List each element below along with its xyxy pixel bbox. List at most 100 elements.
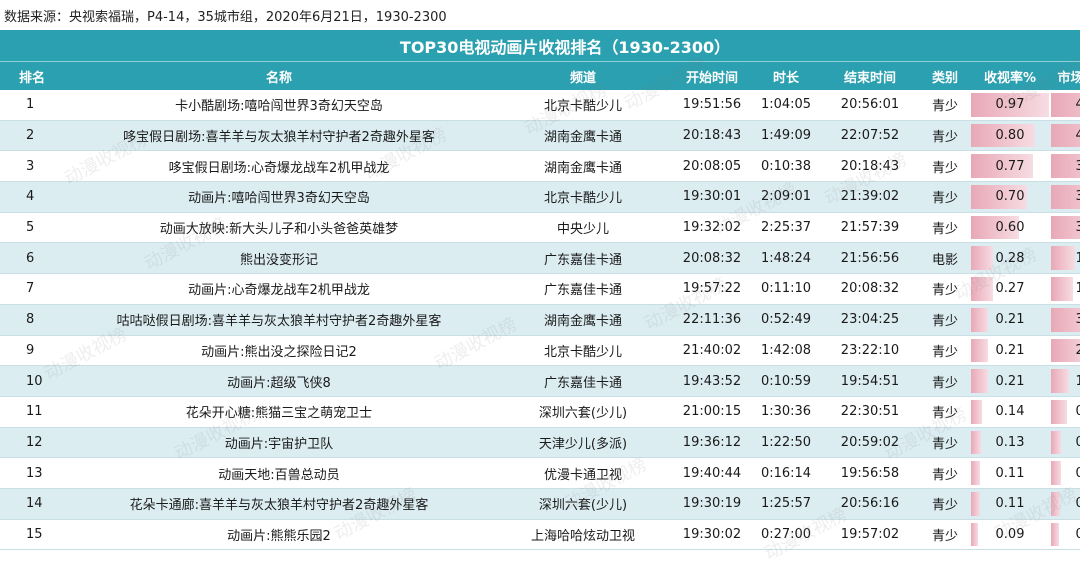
duration-cell: 1:22:50 — [752, 427, 820, 459]
rating-value: 0.80 — [995, 128, 1025, 144]
share-bar — [1051, 123, 1080, 148]
share-cell: 1.52 — [1050, 242, 1080, 275]
end-time-cell: 19:54:51 — [820, 365, 920, 397]
share-bar — [1051, 154, 1080, 179]
duration-cell: 1:30:36 — [752, 396, 820, 428]
program-name: 花朵开心糖:熊猫三宝之萌宠卫士 — [64, 396, 494, 428]
program-name: 动画片:心奇爆龙战车2机甲战龙 — [64, 273, 494, 305]
header-start-time: 开始时间 — [672, 61, 752, 90]
table-row: 15 动画片:熊熊乐园2 上海哈哈炫动卫视 19:30:02 0:27:00 19:57:… — [0, 519, 1080, 551]
share-cell: 0.97 — [1050, 396, 1080, 428]
start-time-cell: 19:40:44 — [672, 457, 752, 489]
table-row: 6 熊出没变形记 广东嘉佳卡通 20:08:32 1:48:24 21:56:56 电影 0.… — [0, 242, 1080, 275]
end-time-cell: 20:18:43 — [820, 150, 920, 183]
program-name: 卡小酷剧场:嘻哈闯世界3奇幻天空岛 — [64, 90, 494, 121]
share-cell: 3.91 — [1050, 150, 1080, 183]
end-time-cell: 19:57:02 — [820, 519, 920, 551]
rating-value: 0.21 — [995, 373, 1025, 389]
share-cell: 0.60 — [1050, 457, 1080, 489]
duration-cell: 1:48:24 — [752, 242, 820, 275]
table-row: 7 动画片:心奇爆龙战车2机甲战龙 广东嘉佳卡通 19:57:22 0:11:10 20:… — [0, 273, 1080, 305]
rating-bar — [971, 215, 1019, 240]
rank-cell: 13 — [0, 457, 64, 489]
channel-cell: 湖南金鹰卡通 — [494, 150, 672, 183]
rating-value: 0.97 — [995, 97, 1025, 113]
share-cell: 1.14 — [1050, 365, 1080, 397]
table-body: 1 卡小酷剧场:嘻哈闯世界3奇幻天空岛 北京卡酷少儿 19:51:56 1:04:05 2… — [0, 90, 1080, 551]
table-header-row: 排名 名称 频道 开始时间 时长 结束时间 类别 收视率% 市场份额% — [0, 61, 1080, 90]
header-duration: 时长 — [752, 61, 820, 90]
share-bar — [1051, 369, 1070, 393]
rank-cell: 3 — [0, 150, 64, 183]
program-name: 熊出没变形记 — [64, 242, 494, 275]
channel-cell: 北京卡酷少儿 — [494, 90, 672, 121]
header-name: 名称 — [64, 61, 494, 90]
share-cell: 3.10 — [1050, 304, 1080, 336]
program-name: 花朵卡通廊:喜羊羊与灰太狼羊村守护者2奇趣外星客 — [64, 488, 494, 520]
rating-bar — [971, 369, 988, 393]
channel-cell: 广东嘉佳卡通 — [494, 273, 672, 305]
table-title: TOP30电视动画片收视排名（1930-2300） — [0, 30, 1080, 62]
duration-cell: 0:52:49 — [752, 304, 820, 336]
category-cell: 青少 — [920, 212, 970, 244]
share-value: 3.10 — [1076, 312, 1080, 327]
rating-cell: 0.28 — [970, 242, 1050, 275]
rating-value: 0.09 — [995, 526, 1025, 542]
duration-cell: 1:25:57 — [752, 488, 820, 520]
category-cell: 青少 — [920, 90, 970, 121]
rank-cell: 11 — [0, 396, 64, 428]
table-row: 3 哆宝假日剧场:心奇爆龙战车2机甲战龙 湖南金鹰卡通 20:08:05 0:10:38… — [0, 150, 1080, 183]
share-bar — [1051, 277, 1074, 301]
channel-cell: 上海哈哈炫动卫视 — [494, 519, 672, 551]
rating-cell: 0.27 — [970, 273, 1050, 305]
duration-cell: 2:09:01 — [752, 181, 820, 213]
rating-cell: 0.14 — [970, 396, 1050, 428]
category-cell: 电影 — [920, 242, 970, 275]
share-bar — [1051, 246, 1076, 271]
start-time-cell: 20:18:43 — [672, 120, 752, 152]
share-bar — [1051, 461, 1061, 485]
end-time-cell: 21:39:02 — [820, 181, 920, 213]
rating-bar — [971, 522, 979, 547]
channel-cell: 广东嘉佳卡通 — [494, 242, 672, 275]
start-time-cell: 22:11:36 — [672, 304, 752, 336]
start-time-cell: 19:36:12 — [672, 427, 752, 459]
rating-cell: 0.97 — [970, 90, 1050, 121]
share-value: 3.91 — [1076, 159, 1080, 174]
category-cell: 青少 — [920, 365, 970, 397]
duration-cell: 0:27:00 — [752, 519, 820, 551]
rating-value: 0.77 — [995, 158, 1025, 174]
duration-cell: 0:16:14 — [752, 457, 820, 489]
rating-bar — [971, 430, 982, 455]
rank-cell: 15 — [0, 519, 64, 551]
rating-cell: 0.60 — [970, 212, 1050, 244]
category-cell: 青少 — [920, 457, 970, 489]
header-rating: 收视率% — [970, 61, 1050, 90]
end-time-cell: 20:08:32 — [820, 273, 920, 305]
category-cell: 青少 — [920, 150, 970, 183]
channel-cell: 优漫卡通卫视 — [494, 457, 672, 489]
category-cell: 青少 — [920, 488, 970, 520]
start-time-cell: 19:43:52 — [672, 365, 752, 397]
start-time-cell: 19:57:22 — [672, 273, 752, 305]
share-cell: 2.58 — [1050, 335, 1080, 367]
rating-bar — [971, 93, 1049, 117]
channel-cell: 深圳六套(少儿) — [494, 396, 672, 428]
share-value: 0.52 — [1076, 527, 1080, 542]
share-value: 3.95 — [1076, 189, 1080, 204]
rank-cell: 4 — [0, 181, 64, 213]
rank-cell: 8 — [0, 304, 64, 336]
rating-cell: 0.70 — [970, 181, 1050, 213]
rating-value: 0.27 — [995, 281, 1025, 297]
category-cell: 青少 — [920, 519, 970, 551]
start-time-cell: 20:08:05 — [672, 150, 752, 183]
program-name: 动画片:宇宙护卫队 — [64, 427, 494, 459]
program-name: 哆宝假日剧场:喜羊羊与灰太狼羊村守护者2奇趣外星客 — [64, 120, 494, 152]
share-value: 0.64 — [1076, 435, 1080, 450]
header-category: 类别 — [920, 61, 970, 90]
category-cell: 青少 — [920, 181, 970, 213]
table-row: 8 咕咕哒假日剧场:喜羊羊与灰太狼羊村守护者2奇趣外星客 湖南金鹰卡通 22:11:3… — [0, 304, 1080, 336]
share-value: 1.14 — [1076, 374, 1080, 389]
rank-cell: 12 — [0, 427, 64, 459]
share-bar — [1051, 185, 1080, 209]
